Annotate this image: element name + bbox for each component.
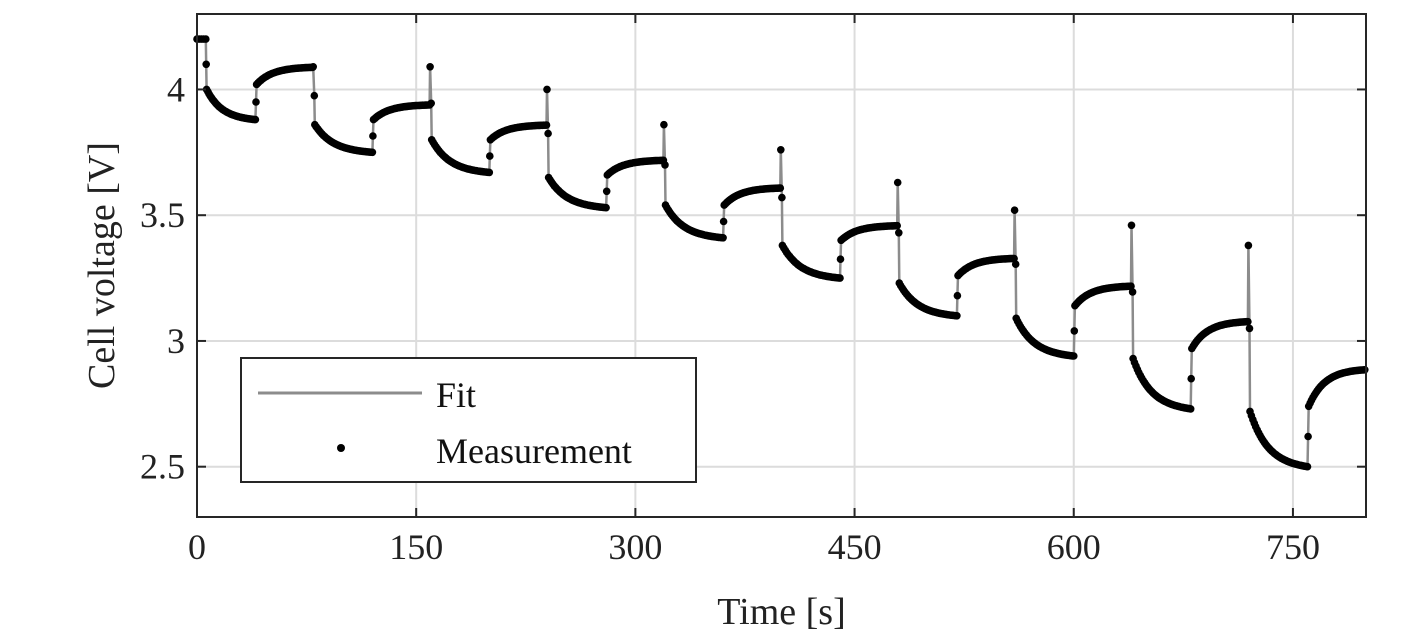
measurement-point <box>777 146 785 154</box>
legend-measurement-label: Measurement <box>436 431 632 471</box>
y-tick-label: 2.5 <box>140 447 185 487</box>
measurement-point <box>836 274 844 282</box>
x-tick-label: 750 <box>1266 527 1320 567</box>
measurement-point <box>544 129 552 138</box>
x-axis-title: Time [s] <box>717 591 845 631</box>
measurement-point <box>310 91 319 100</box>
measurement-point <box>602 203 610 212</box>
legend-box <box>240 357 697 483</box>
measurement-series <box>193 35 1369 471</box>
measurement-point <box>895 229 903 237</box>
measurement-point <box>778 193 786 202</box>
measurement-point <box>1127 221 1136 230</box>
x-tick-label: 450 <box>828 527 882 567</box>
tick-labels: 0 150 300 450 600 750 2.5 3 3.5 4 <box>140 14 1366 567</box>
measurement-point <box>1361 366 1369 374</box>
plot-frame <box>196 13 1367 518</box>
measurement-point <box>602 187 611 196</box>
measurement-point <box>427 99 436 108</box>
measurement-point <box>776 184 785 192</box>
measurement-point <box>1011 260 1020 269</box>
measurement-point <box>1010 254 1018 263</box>
measurement-point <box>660 120 668 129</box>
measurement-point <box>202 60 210 69</box>
measurement-point <box>836 255 845 263</box>
legend: Fit Measurement <box>240 357 697 483</box>
measurement-point <box>309 63 318 71</box>
y-tick-label: 3 <box>167 321 185 361</box>
measurement-point <box>1187 374 1195 383</box>
y-tick-label: 4 <box>167 69 185 109</box>
measurement-point <box>1304 432 1312 441</box>
measurement-point <box>953 291 962 300</box>
legend-fit-label: Fit <box>436 375 476 415</box>
measurement-point <box>1245 324 1254 333</box>
x-tick-label: 300 <box>608 527 662 567</box>
legend-measurement-swatch <box>337 444 345 452</box>
measurement-point <box>953 312 961 320</box>
measurement-point <box>1070 327 1079 335</box>
measurement-point <box>661 161 669 169</box>
measurement-point <box>1010 206 1019 214</box>
measurement-point <box>719 217 728 226</box>
y-tick-label: 3.5 <box>140 195 185 235</box>
measurement-point <box>1070 352 1078 360</box>
measurement-point <box>1303 462 1312 471</box>
measurement-point <box>369 132 377 140</box>
measurement-point <box>202 35 210 43</box>
measurement-point <box>893 178 902 187</box>
x-tick-label: 150 <box>389 527 443 567</box>
measurement-point <box>1128 288 1137 296</box>
measurement-point <box>486 152 494 160</box>
measurement-point <box>485 168 494 177</box>
measurement-point <box>252 98 260 106</box>
measurement-point <box>1186 405 1195 413</box>
x-tick-label: 0 <box>188 527 206 567</box>
measurement-point <box>719 234 727 242</box>
measurement-point <box>543 85 551 94</box>
measurement-point <box>1244 317 1252 326</box>
measurement-point <box>542 121 551 129</box>
measurement-point <box>1244 241 1253 250</box>
measurement-point <box>251 115 260 124</box>
measurement-point <box>893 221 901 230</box>
measurement-point <box>426 63 434 71</box>
measurement-point <box>368 148 377 157</box>
measurement-point <box>1127 282 1135 291</box>
y-axis-title: Cell voltage [V] <box>81 142 123 389</box>
x-tick-label: 600 <box>1047 527 1101 567</box>
